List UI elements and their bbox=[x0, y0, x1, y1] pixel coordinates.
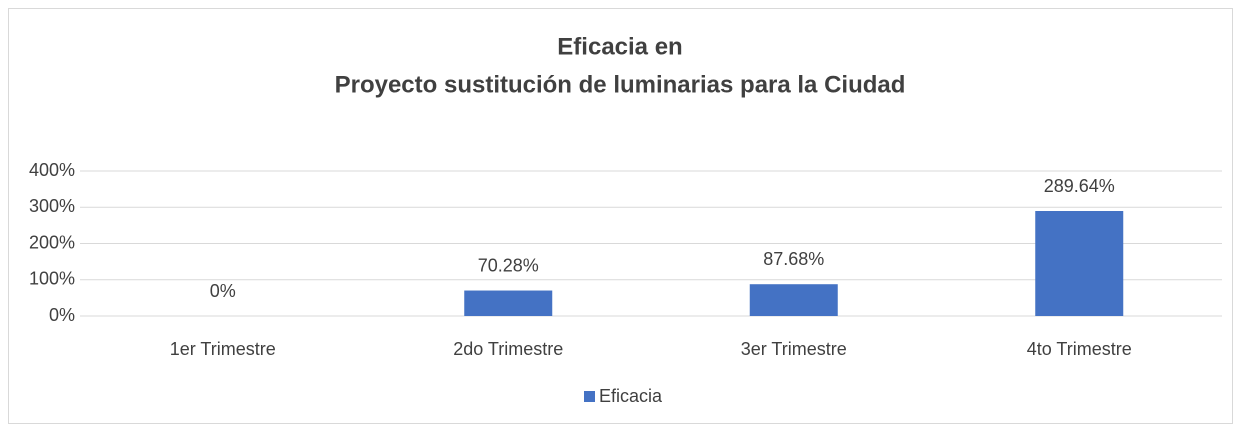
y-tick-label: 100% bbox=[29, 269, 75, 289]
data-label: 87.68% bbox=[763, 249, 824, 269]
y-tick-label: 400% bbox=[29, 160, 75, 180]
data-label: 289.64% bbox=[1044, 176, 1115, 196]
x-tick-label: 4to Trimestre bbox=[1027, 339, 1132, 359]
data-label: 70.28% bbox=[478, 255, 539, 275]
chart-title: Eficacia en bbox=[557, 33, 682, 60]
y-tick-label: 300% bbox=[29, 196, 75, 216]
chart-border bbox=[8, 8, 1233, 424]
x-tick-label: 2do Trimestre bbox=[453, 339, 563, 359]
legend-swatch bbox=[584, 391, 595, 402]
bar bbox=[749, 284, 838, 316]
legend-label: Eficacia bbox=[599, 386, 663, 406]
bar bbox=[1035, 211, 1124, 316]
bar bbox=[464, 290, 553, 316]
y-tick-label: 0% bbox=[49, 305, 75, 325]
x-tick-label: 1er Trimestre bbox=[170, 339, 276, 359]
y-tick-label: 200% bbox=[29, 232, 75, 252]
x-tick-label: 3er Trimestre bbox=[741, 339, 847, 359]
chart-title: Proyecto sustitución de luminarias para … bbox=[335, 71, 906, 98]
data-label: 0% bbox=[210, 281, 236, 301]
